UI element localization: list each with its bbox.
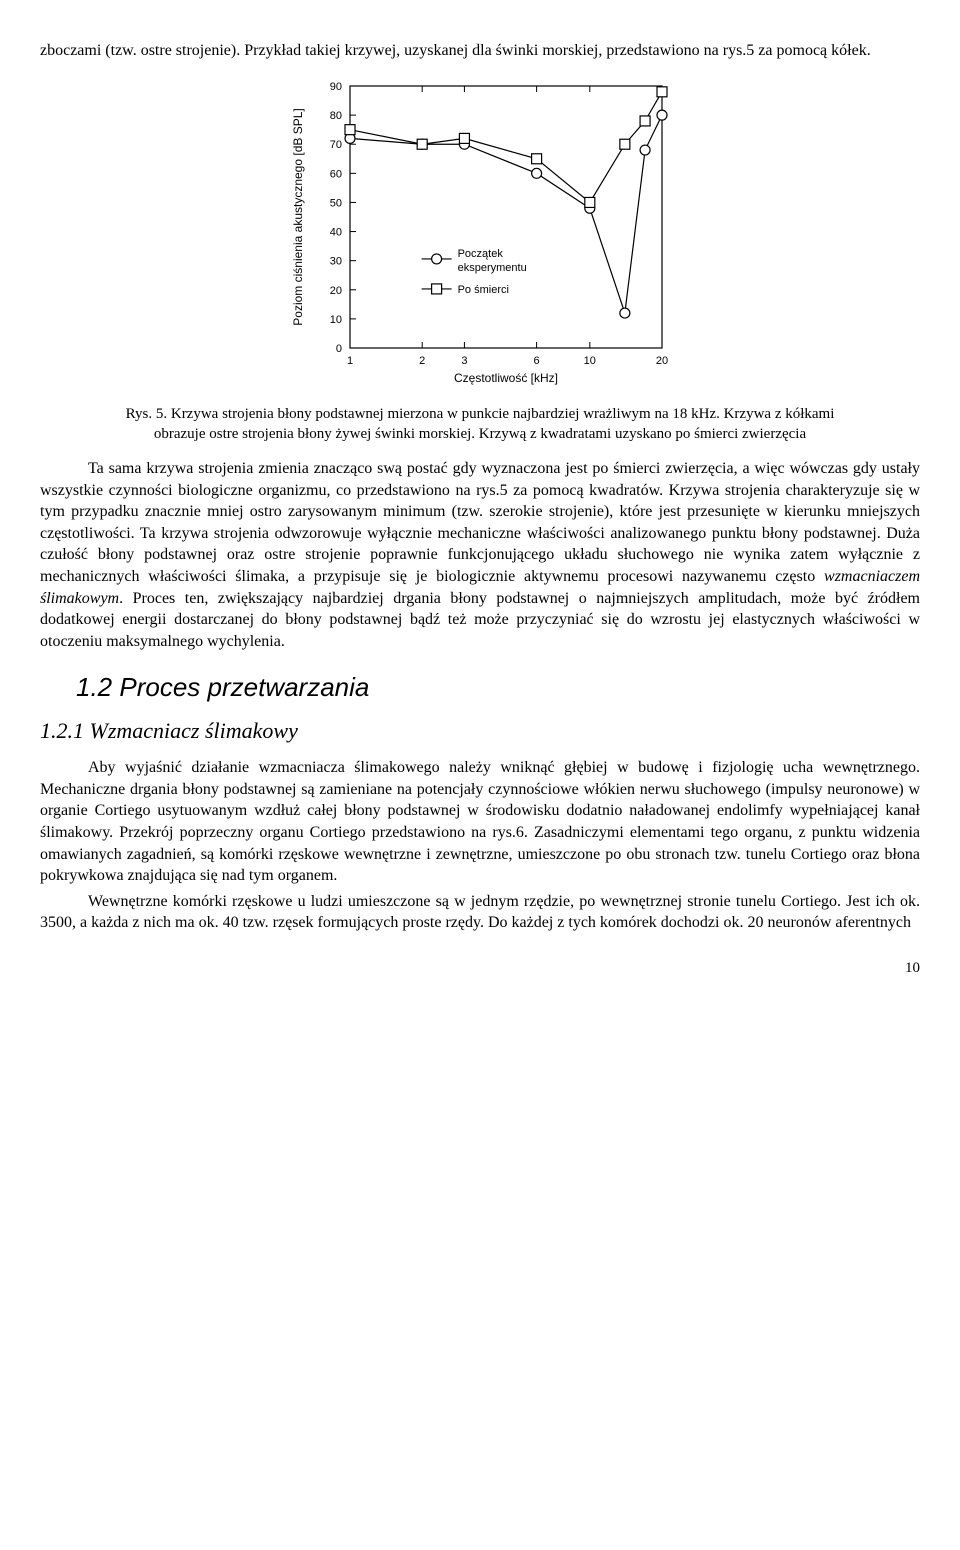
svg-text:30: 30	[330, 255, 342, 267]
caption-prefix: Rys. 5.	[126, 406, 171, 422]
svg-text:Po śmierci: Po śmierci	[458, 284, 509, 296]
svg-text:3: 3	[461, 355, 467, 367]
figure-5: 0 10 20 30 40 50 60 70 80 90 1 2 3 6 10 20 Poziom ciśnie…	[40, 76, 920, 396]
page-number: 10	[40, 958, 920, 978]
svg-text:70: 70	[330, 139, 342, 151]
svg-text:80: 80	[330, 110, 342, 122]
svg-text:6: 6	[534, 355, 540, 367]
intro-paragraph: zboczami (tzw. ostre strojenie). Przykła…	[40, 40, 920, 62]
svg-text:eksperymentu: eksperymentu	[458, 262, 527, 274]
body-paragraph-1: Ta sama krzywa strojenia zmienia znacząc…	[40, 458, 920, 652]
caption-text: Krzywa strojenia błony podstawnej mierzo…	[154, 406, 835, 442]
svg-text:0: 0	[336, 343, 342, 355]
svg-text:50: 50	[330, 197, 342, 209]
section-heading-1-2: 1.2 Proces przetwarzania	[76, 670, 920, 705]
svg-text:1: 1	[347, 355, 353, 367]
svg-text:60: 60	[330, 168, 342, 180]
svg-text:Poziom ciśnienia akustycznego: Poziom ciśnienia akustycznego [dB SPL]	[291, 108, 305, 325]
tuning-curve-chart: 0 10 20 30 40 50 60 70 80 90 1 2 3 6 10 20 Poziom ciśnie…	[280, 76, 680, 396]
body-paragraph-2: Aby wyjaśnić działanie wzmacniacza ślima…	[40, 757, 920, 887]
body-1b: . Proces ten, zwiększający najbardziej d…	[40, 590, 920, 650]
figure-5-caption: Rys. 5. Krzywa strojenia błony podstawne…	[120, 404, 840, 445]
svg-text:Częstotliwość [kHz]: Częstotliwość [kHz]	[454, 371, 558, 385]
svg-text:2: 2	[419, 355, 425, 367]
svg-text:40: 40	[330, 226, 342, 238]
svg-text:90: 90	[330, 81, 342, 93]
body-paragraph-3: Wewnętrzne komórki rzęskowe u ludzi umie…	[40, 891, 920, 934]
svg-text:10: 10	[330, 313, 342, 325]
svg-text:20: 20	[330, 284, 342, 296]
svg-text:Początek: Początek	[458, 248, 504, 260]
svg-text:10: 10	[584, 355, 596, 367]
svg-text:20: 20	[656, 355, 668, 367]
body-1a: Ta sama krzywa strojenia zmienia znacząc…	[40, 460, 920, 585]
subsection-heading-1-2-1: 1.2.1 Wzmacniacz ślimakowy	[40, 716, 920, 746]
